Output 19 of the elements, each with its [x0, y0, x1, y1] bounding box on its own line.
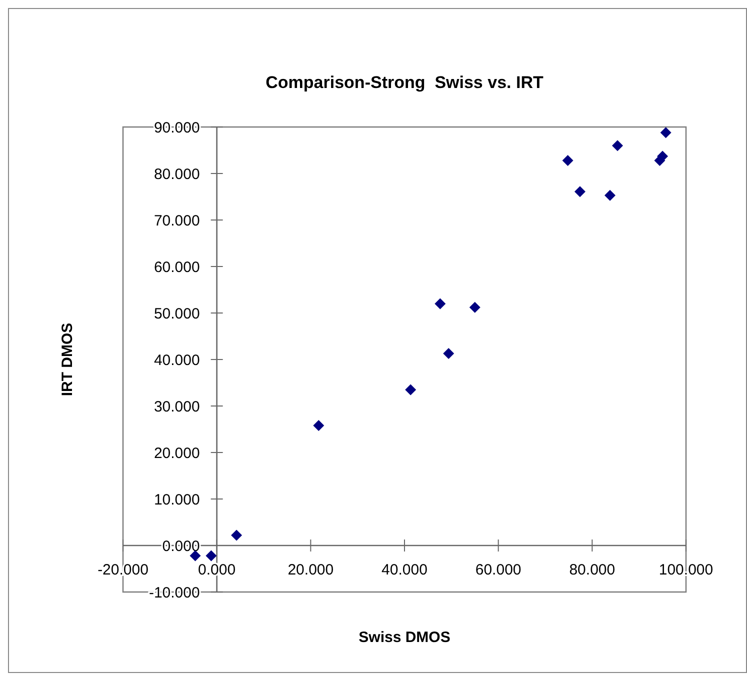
- y-tick-label: 40.000: [154, 352, 200, 369]
- y-tick-label: 70.000: [154, 212, 200, 230]
- y-tick-label: 50.000: [154, 305, 200, 322]
- y-tick-label: 60.000: [154, 258, 200, 276]
- x-tick-label: 40.000: [382, 562, 428, 578]
- x-axis-title: Swiss DMOS: [358, 629, 450, 646]
- x-tick-label: 80.000: [569, 562, 616, 578]
- y-axis-title: IRT DMOS: [59, 322, 76, 396]
- x-tick-label: 100.000: [658, 562, 714, 578]
- y-tick-label: 90.000: [154, 119, 200, 136]
- x-tick-label: 20.000: [288, 562, 334, 578]
- chart-title: Comparison-Strong Swiss vs. IRT: [266, 73, 544, 92]
- y-tick-label: 30.000: [154, 398, 200, 416]
- x-tick-label: 60.000: [475, 562, 522, 578]
- y-tick-label: -10.000: [148, 584, 200, 602]
- y-tick-label: 20.000: [154, 444, 200, 462]
- y-tick-label: 10.000: [154, 491, 200, 508]
- x-tick-label: -20.000: [98, 562, 148, 578]
- y-tick-label: 80.000: [154, 166, 200, 183]
